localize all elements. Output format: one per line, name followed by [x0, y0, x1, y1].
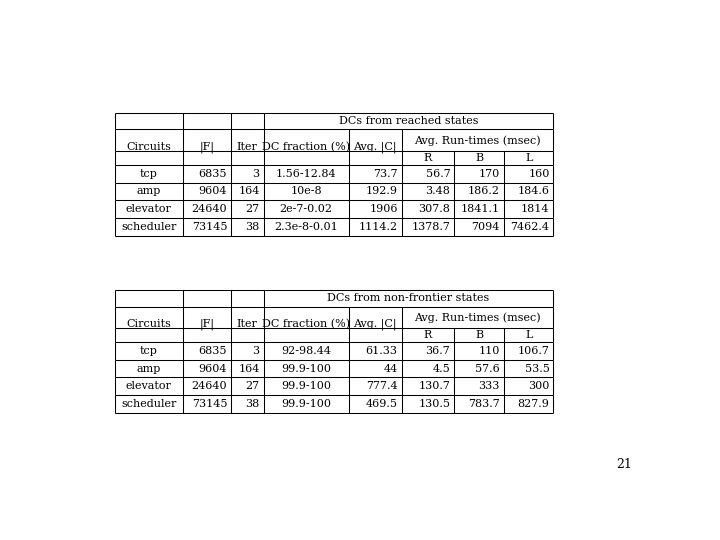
Text: 9604: 9604: [199, 363, 228, 374]
Text: 6835: 6835: [199, 169, 228, 179]
Text: 10e-8: 10e-8: [290, 186, 322, 197]
Text: Circuits: Circuits: [127, 142, 171, 152]
Text: 3: 3: [253, 346, 260, 356]
Text: R: R: [424, 330, 432, 340]
Text: 4.5: 4.5: [433, 363, 451, 374]
Text: 36.7: 36.7: [426, 346, 451, 356]
Text: 99.9-100: 99.9-100: [282, 399, 331, 409]
Text: |F|: |F|: [199, 141, 215, 153]
Text: 27: 27: [246, 204, 260, 214]
Text: 27: 27: [246, 381, 260, 391]
Text: 1114.2: 1114.2: [359, 222, 397, 232]
Text: 333: 333: [479, 381, 500, 391]
Text: 6835: 6835: [199, 346, 228, 356]
Text: scheduler: scheduler: [121, 222, 176, 232]
Text: 3.48: 3.48: [426, 186, 451, 197]
Text: L: L: [525, 153, 532, 163]
Text: 56.7: 56.7: [426, 169, 451, 179]
Text: 783.7: 783.7: [468, 399, 500, 409]
Text: 21: 21: [616, 458, 632, 471]
Text: |F|: |F|: [199, 319, 215, 330]
Text: B: B: [475, 153, 483, 163]
Text: Avg. Run-times (msec): Avg. Run-times (msec): [414, 135, 541, 146]
Text: 192.9: 192.9: [366, 186, 397, 197]
Text: 73145: 73145: [192, 399, 228, 409]
Text: 300: 300: [528, 381, 549, 391]
Text: 99.9-100: 99.9-100: [282, 381, 331, 391]
Text: 44: 44: [384, 363, 397, 374]
Text: 2.3e-8-0.01: 2.3e-8-0.01: [274, 222, 338, 232]
Text: 164: 164: [238, 186, 260, 197]
Text: 1814: 1814: [521, 204, 549, 214]
Text: 38: 38: [246, 399, 260, 409]
Text: tcp: tcp: [140, 346, 158, 356]
Text: 7462.4: 7462.4: [510, 222, 549, 232]
Text: 24640: 24640: [192, 381, 228, 391]
Text: amp: amp: [137, 186, 161, 197]
Text: DC fraction (%): DC fraction (%): [262, 142, 351, 152]
Text: DCs from reached states: DCs from reached states: [339, 116, 478, 126]
Text: 106.7: 106.7: [518, 346, 549, 356]
Text: Iter: Iter: [237, 319, 258, 329]
Text: 57.6: 57.6: [475, 363, 500, 374]
Text: elevator: elevator: [126, 381, 172, 391]
Text: B: B: [475, 330, 483, 340]
Text: 9604: 9604: [199, 186, 228, 197]
Text: 164: 164: [238, 363, 260, 374]
Text: 827.9: 827.9: [518, 399, 549, 409]
Text: 73145: 73145: [192, 222, 228, 232]
Text: 130.7: 130.7: [418, 381, 451, 391]
Text: 170: 170: [479, 169, 500, 179]
Text: 2e-7-0.02: 2e-7-0.02: [280, 204, 333, 214]
Text: 3: 3: [253, 169, 260, 179]
Text: 110: 110: [479, 346, 500, 356]
Text: 1.56-12.84: 1.56-12.84: [276, 169, 336, 179]
Text: elevator: elevator: [126, 204, 172, 214]
Text: Circuits: Circuits: [127, 319, 171, 329]
Text: 24640: 24640: [192, 204, 228, 214]
Text: Avg. |C|: Avg. |C|: [354, 141, 397, 153]
Text: tcp: tcp: [140, 169, 158, 179]
Text: scheduler: scheduler: [121, 399, 176, 409]
Text: Iter: Iter: [237, 142, 258, 152]
Text: 73.7: 73.7: [373, 169, 397, 179]
Text: 186.2: 186.2: [468, 186, 500, 197]
Text: 7094: 7094: [472, 222, 500, 232]
Text: 38: 38: [246, 222, 260, 232]
Text: 1906: 1906: [369, 204, 397, 214]
Text: amp: amp: [137, 363, 161, 374]
Text: 307.8: 307.8: [418, 204, 451, 214]
Text: 160: 160: [528, 169, 549, 179]
Text: 1841.1: 1841.1: [461, 204, 500, 214]
Text: R: R: [424, 153, 432, 163]
Text: 92-98.44: 92-98.44: [282, 346, 331, 356]
Text: Avg. |C|: Avg. |C|: [354, 319, 397, 330]
Text: Avg. Run-times (msec): Avg. Run-times (msec): [414, 312, 541, 322]
Text: L: L: [525, 330, 532, 340]
Text: DC fraction (%): DC fraction (%): [262, 319, 351, 329]
Text: 53.5: 53.5: [525, 363, 549, 374]
Text: DCs from non-frontier states: DCs from non-frontier states: [328, 293, 490, 303]
Text: 99.9-100: 99.9-100: [282, 363, 331, 374]
Text: 130.5: 130.5: [418, 399, 451, 409]
Text: 61.33: 61.33: [366, 346, 397, 356]
Text: 777.4: 777.4: [366, 381, 397, 391]
Text: 469.5: 469.5: [366, 399, 397, 409]
Text: 184.6: 184.6: [518, 186, 549, 197]
Text: 1378.7: 1378.7: [412, 222, 451, 232]
